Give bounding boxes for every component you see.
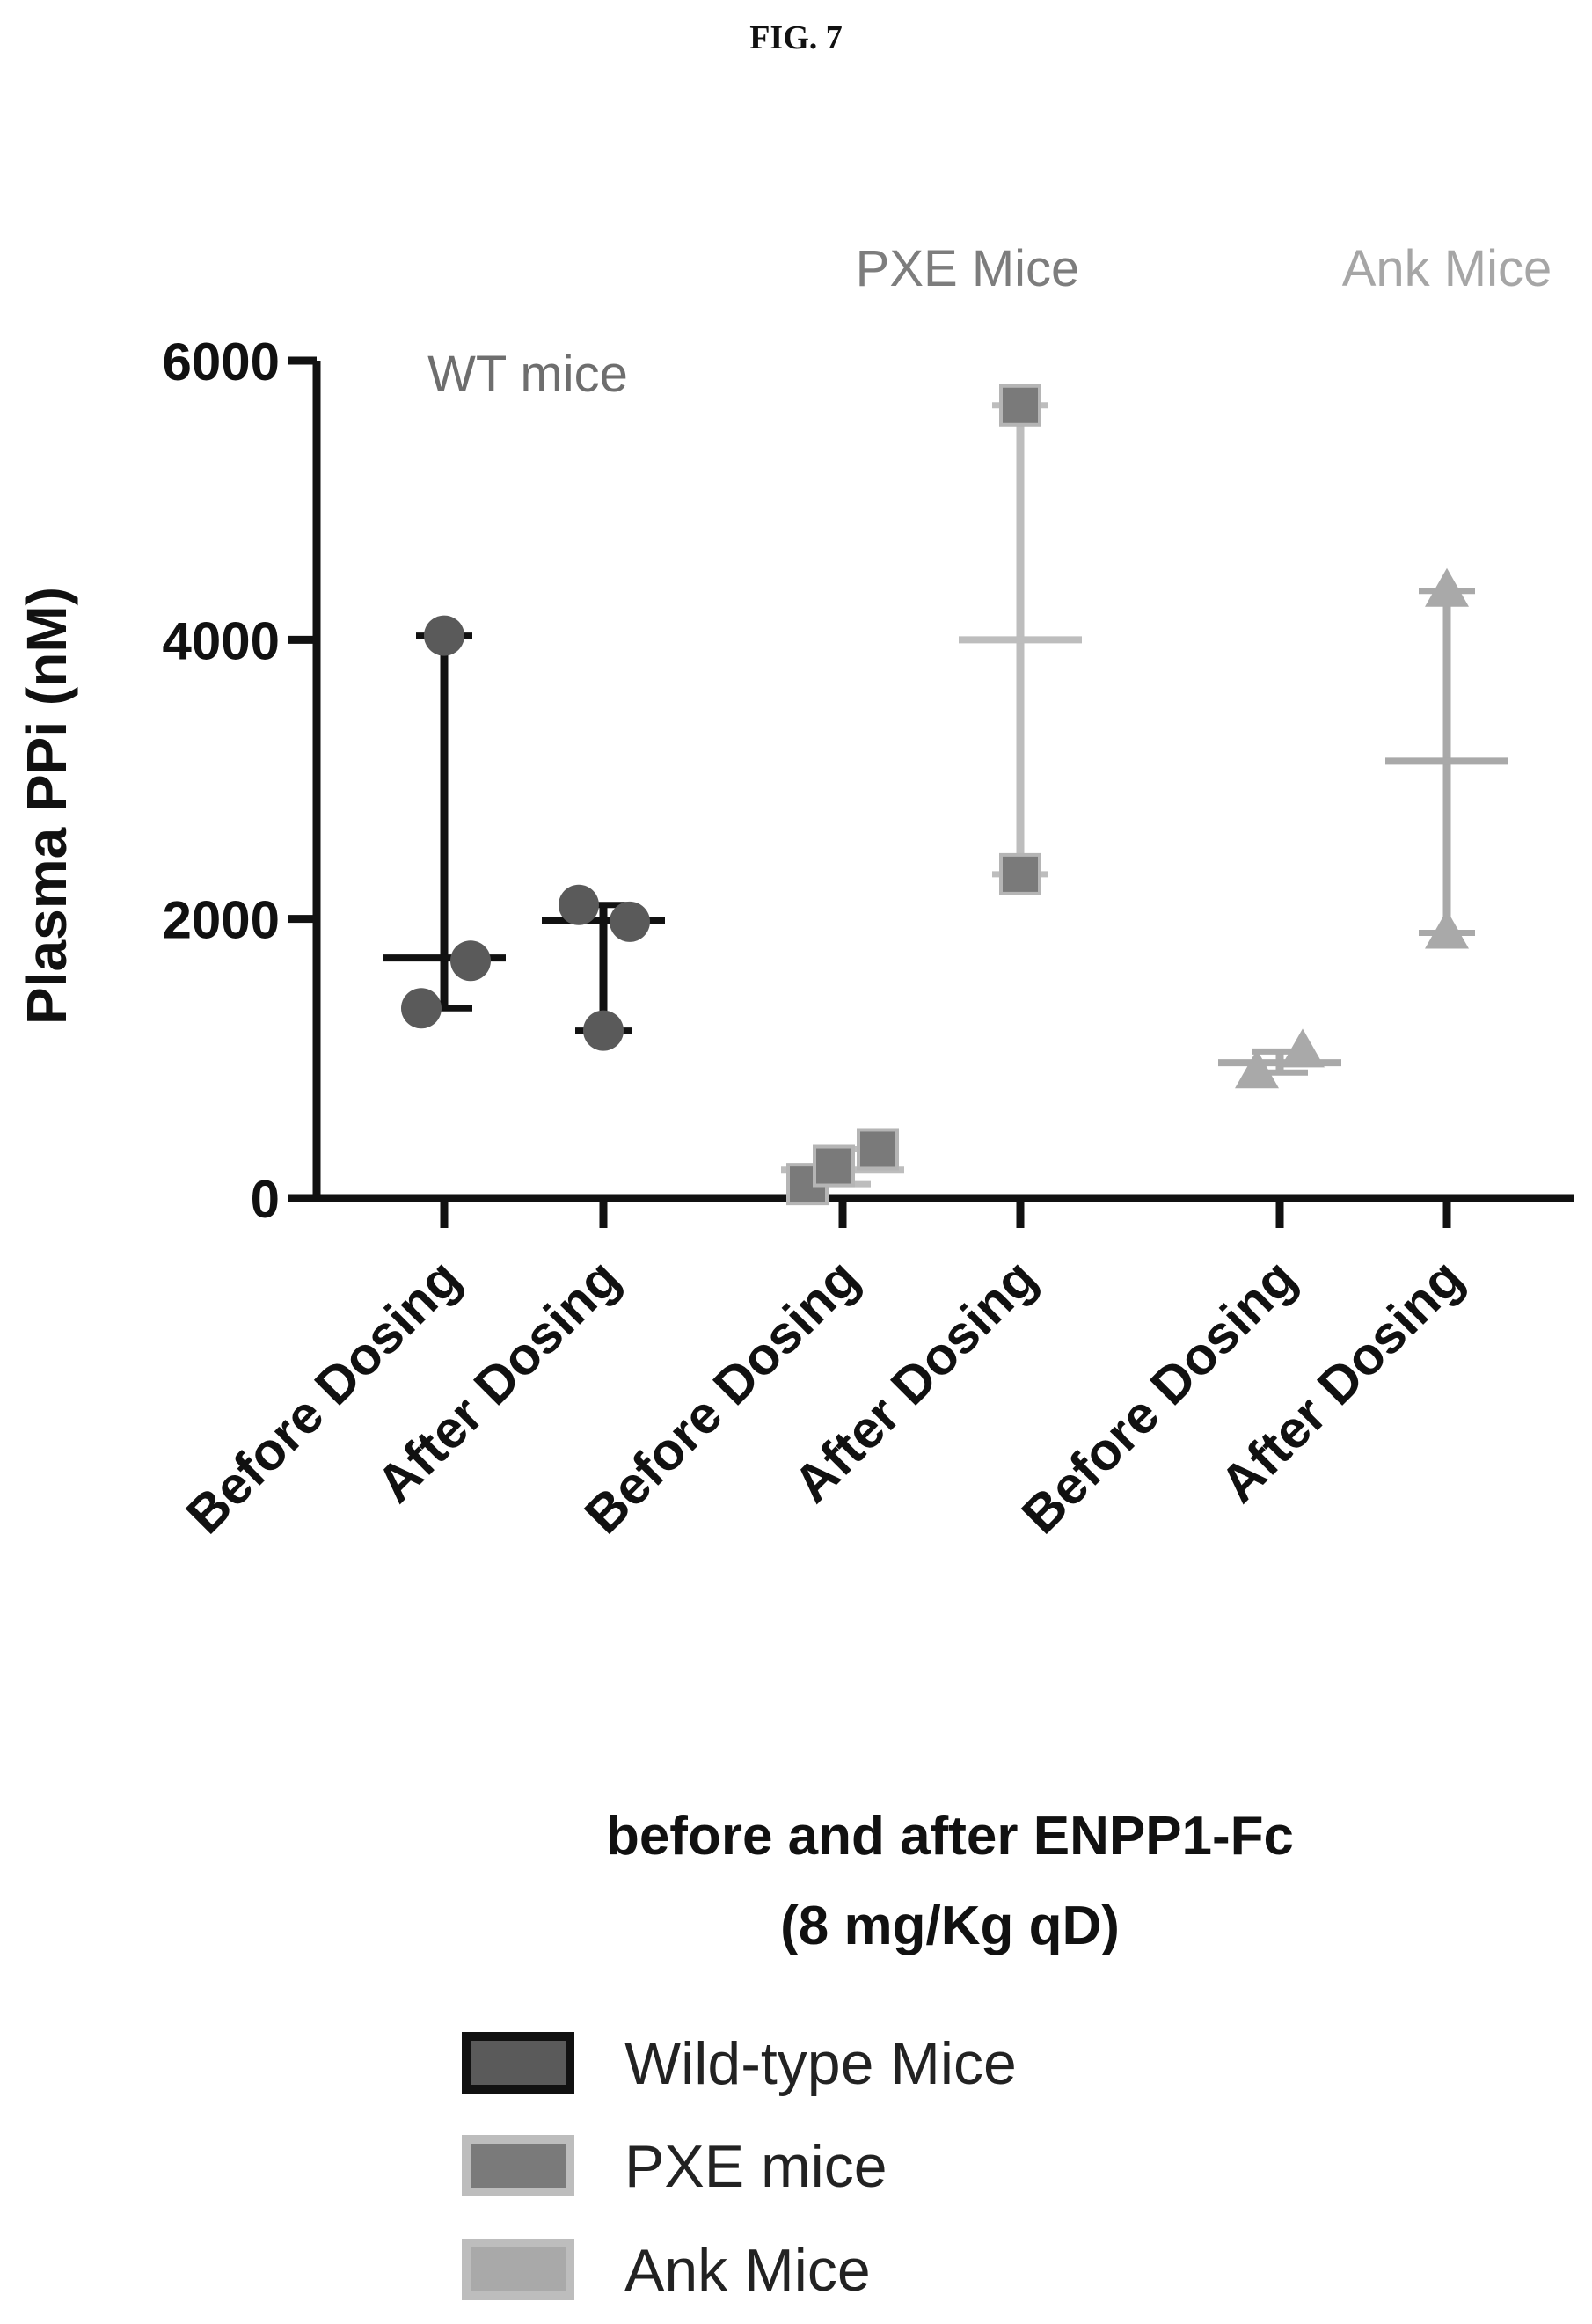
legend-swatch	[462, 2135, 574, 2196]
y-tick-label: 4000	[163, 611, 280, 670]
data-point-circle	[583, 1010, 624, 1051]
legend: Wild-type Mice PXE mice Ank Mice	[462, 2030, 1017, 2304]
data-point-triangle	[1425, 910, 1469, 949]
legend-swatch	[462, 2239, 574, 2300]
data-point-square	[999, 384, 1041, 427]
y-tick-label: 6000	[163, 333, 280, 391]
legend-label: Ank Mice	[624, 2237, 871, 2304]
data-marks	[383, 384, 1508, 1206]
chart-subtitle-line1: before and after ENPP1-Fc	[606, 1806, 1294, 1867]
group-label: Ank Mice	[1342, 240, 1552, 297]
legend-label: Wild-type Mice	[624, 2030, 1017, 2097]
x-tick-label: Before Dosing	[175, 1248, 471, 1545]
group-label: PXE Mice	[856, 240, 1080, 297]
data-point-circle	[450, 940, 491, 982]
group-label: WT mice	[427, 346, 628, 403]
data-point-circle	[559, 884, 599, 925]
legend-swatch	[462, 2032, 574, 2094]
y-tick-label: 2000	[163, 891, 280, 950]
data-point-circle	[401, 988, 442, 1029]
data-point-triangle	[1425, 567, 1469, 607]
legend-label: PXE mice	[624, 2133, 887, 2200]
y-tick-label: 0	[251, 1170, 280, 1229]
chart-subtitle-line2: (8 mg/Kg qD)	[780, 1896, 1120, 1956]
figure-label: FIG. 7	[749, 19, 843, 56]
data-point-circle	[610, 901, 650, 942]
data-point-square	[813, 1144, 855, 1188]
data-point-square	[857, 1128, 899, 1171]
axes	[288, 356, 1574, 1228]
data-point-circle	[424, 615, 464, 656]
data-point-triangle	[1281, 1028, 1325, 1068]
y-axis-title: Plasma PPi (nM)	[15, 587, 78, 1025]
data-point-triangle	[1235, 1049, 1279, 1089]
data-point-square	[999, 852, 1041, 895]
